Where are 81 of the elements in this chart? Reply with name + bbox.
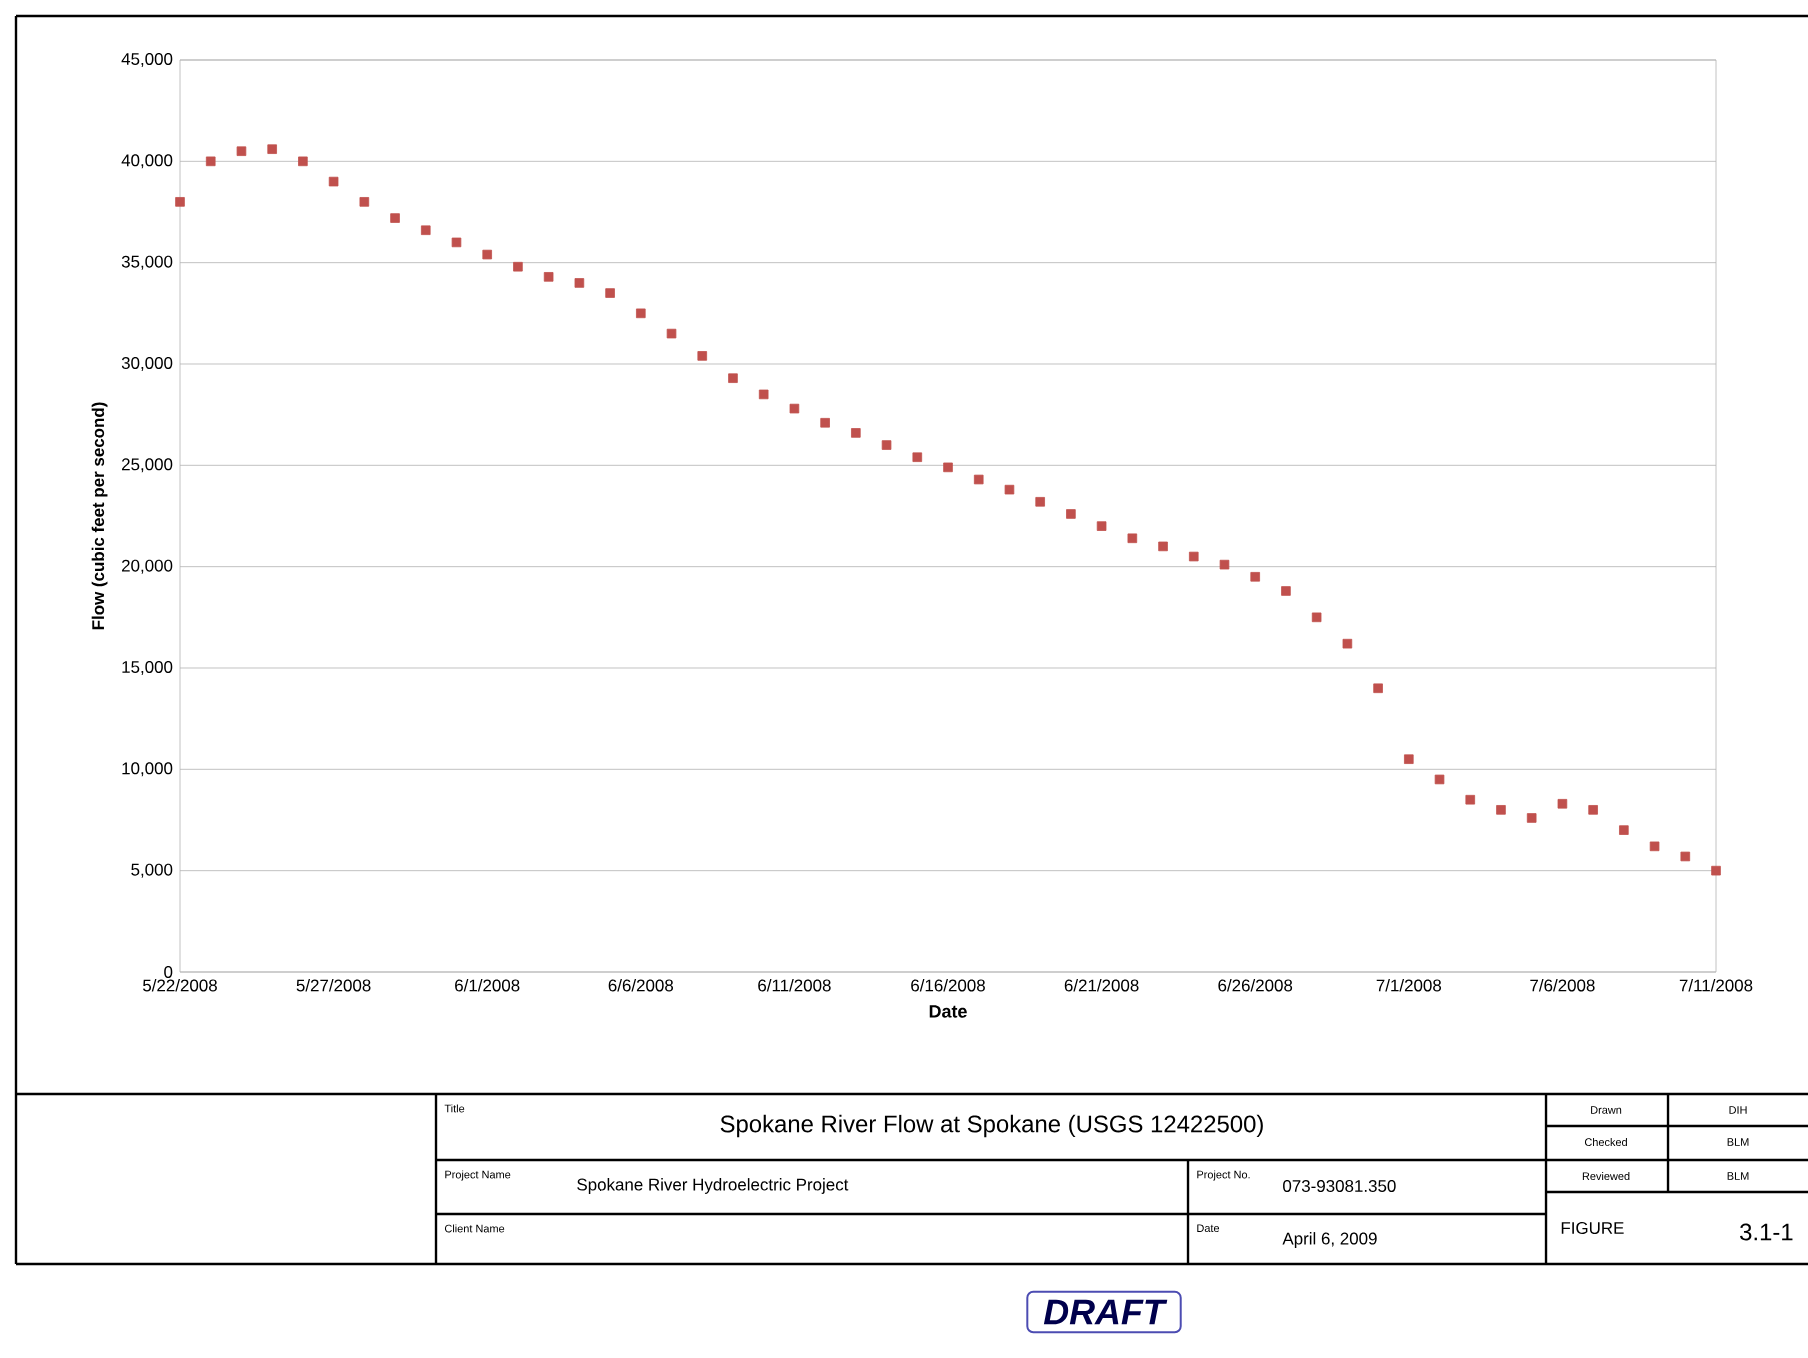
point [1680,851,1691,862]
point [1649,841,1660,852]
text: DRAFT [1043,1299,1168,1325]
point [1188,551,1199,562]
text: FIGURE [1561,1222,1624,1234]
point [1158,541,1168,552]
point [205,156,216,167]
y-tick-label: 20,000 [122,559,173,574]
y-tick-label: 35,000 [121,255,173,270]
point [1066,509,1076,519]
x-tick-label: 6/16/2008 [911,979,985,992]
x-tick-label: 6/11/2008 [758,979,831,992]
point [1588,805,1598,815]
point [1004,484,1015,495]
point [1342,638,1353,649]
point [1465,794,1476,805]
point [636,308,646,319]
x-axis-title: Date [929,1005,967,1018]
point [973,474,984,485]
y-axis-title: Flow (cubic feet per second) [91,402,108,630]
point [912,452,923,463]
x-tick-label: 6/26/2008 [1218,979,1293,992]
point [943,462,953,473]
point [1281,586,1291,596]
point [236,146,247,156]
text: 3.1-1 [1740,1223,1793,1241]
point [298,156,308,167]
y-tick-label: 0 [164,966,173,978]
point [1127,533,1138,544]
x-tick-label: 6/21/2008 [1064,979,1139,992]
x-tick-label: 7/6/2008 [1530,979,1595,992]
x-tick-label: 7/1/2008 [1376,979,1442,992]
point [1711,865,1721,876]
point [1250,572,1260,582]
point [1373,683,1383,694]
point [666,328,677,339]
point [728,373,738,383]
text: Spokane River Hydroelectric Project [577,1178,849,1194]
point [789,403,800,414]
point [1096,521,1107,531]
point [1557,799,1568,809]
point [851,428,861,438]
point [1035,497,1045,507]
point [175,197,185,207]
point [758,389,769,400]
point [1619,825,1629,835]
point [881,440,892,450]
x-tick-label: 6/6/2008 [608,979,674,992]
point [513,261,523,272]
point [1219,559,1230,570]
text: 073-93081.350 [1283,1180,1396,1192]
y-tick-label: 25,000 [122,458,173,473]
y-tick-label: 45,000 [121,53,173,67]
point [1404,754,1414,764]
point [1434,774,1445,785]
y-tick-label: 40,000 [121,154,173,169]
point [820,417,830,428]
point [1311,612,1322,623]
point [359,197,370,207]
x-tick-label: 7/11/2008 [1679,979,1753,992]
y-tick-label: 15,000 [122,661,173,675]
point [543,272,554,282]
point [1526,813,1537,823]
point [605,288,615,298]
point [697,351,708,361]
x-tick-label: 5/27/2008 [296,979,371,992]
point [420,225,431,236]
point [451,237,462,248]
y-tick-label: 5,000 [131,863,173,878]
point [1496,805,1506,815]
point [482,249,492,260]
point [574,278,585,288]
text: Spokane River Flow at Spokane (USGS 12422500) [720,1114,1263,1138]
point [267,144,277,154]
y-tick-label: 10,000 [122,762,173,777]
point [390,213,400,223]
y-tick-label: 30,000 [121,357,173,371]
point [328,176,339,187]
text: April 6, 2009 [1282,1232,1377,1248]
x-tick-label: 6/1/2008 [455,979,520,992]
x-tick-label: 5/22/2008 [143,979,217,992]
